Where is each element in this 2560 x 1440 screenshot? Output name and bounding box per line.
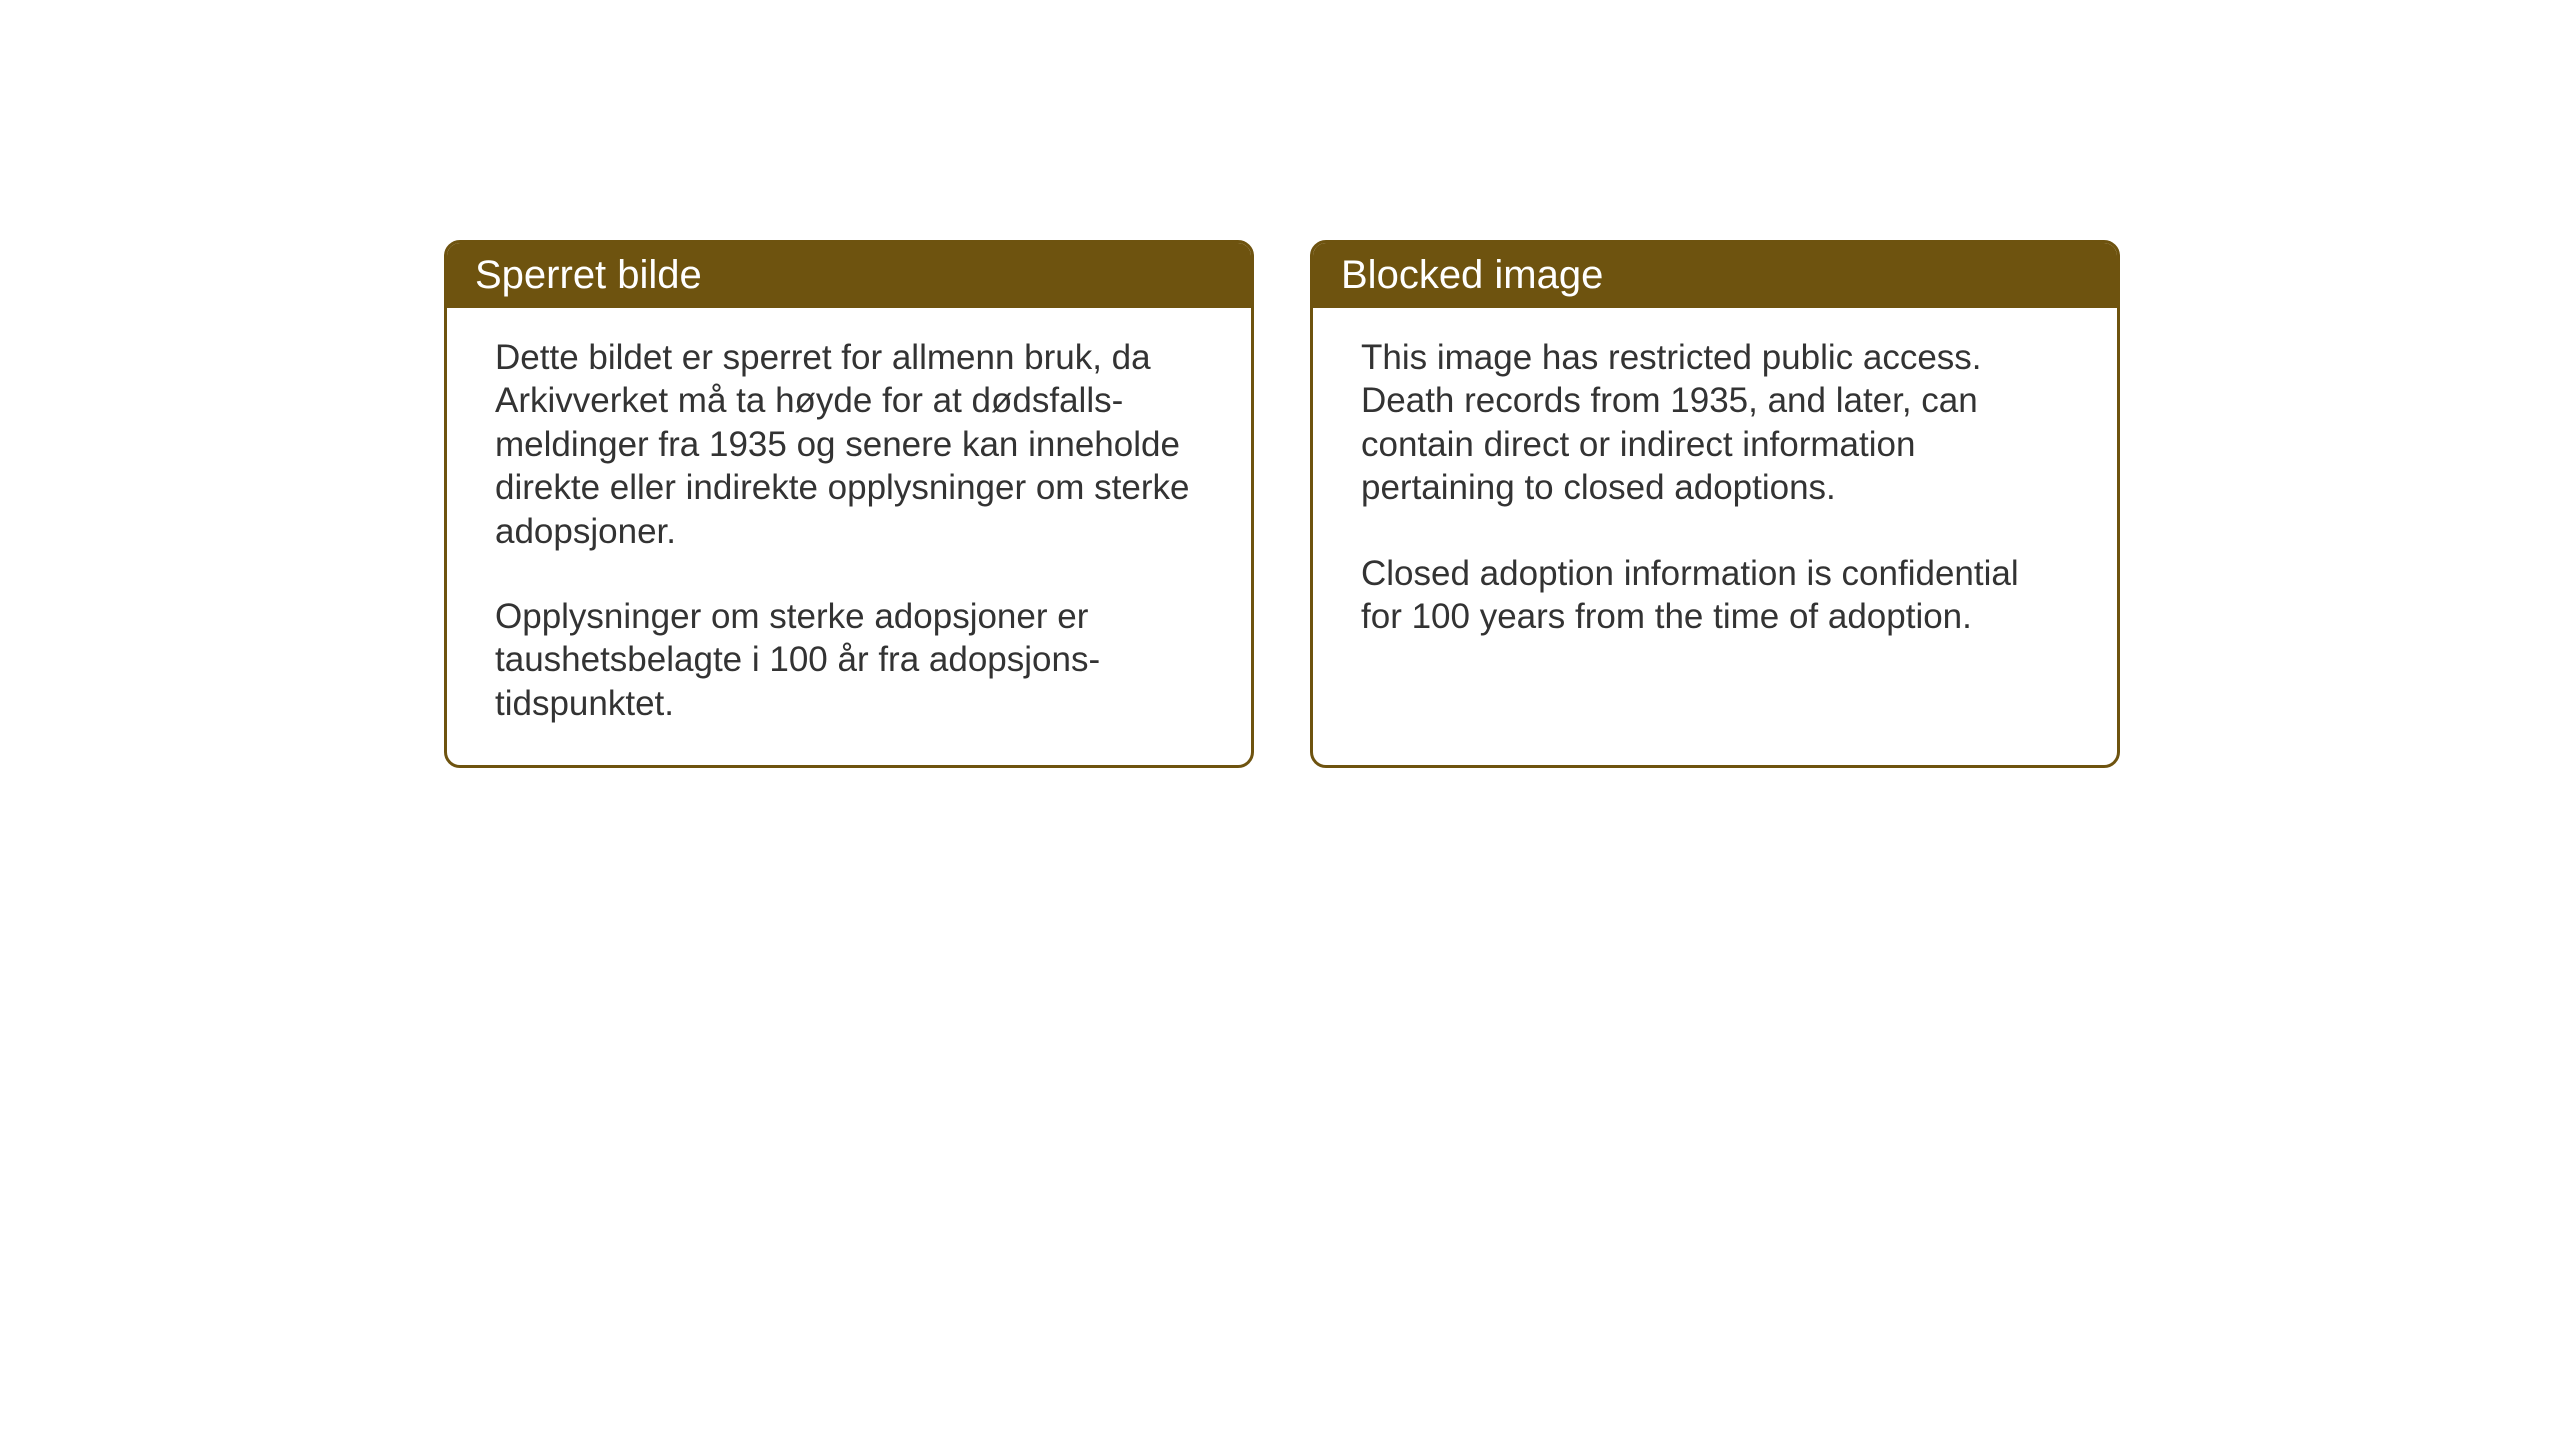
- notice-paragraph-1-norwegian: Dette bildet er sperret for allmenn bruk…: [495, 336, 1203, 553]
- notice-container: Sperret bilde Dette bildet er sperret fo…: [444, 240, 2120, 768]
- notice-paragraph-1-english: This image has restricted public access.…: [1361, 336, 2069, 510]
- notice-title-norwegian: Sperret bilde: [475, 253, 702, 297]
- notice-paragraph-2-english: Closed adoption information is confident…: [1361, 552, 2069, 639]
- notice-title-english: Blocked image: [1341, 253, 1603, 297]
- notice-body-english: This image has restricted public access.…: [1313, 308, 2117, 678]
- notice-header-english: Blocked image: [1313, 243, 2117, 308]
- notice-box-norwegian: Sperret bilde Dette bildet er sperret fo…: [444, 240, 1254, 768]
- notice-paragraph-2-norwegian: Opplysninger om sterke adopsjoner er tau…: [495, 595, 1203, 725]
- notice-box-english: Blocked image This image has restricted …: [1310, 240, 2120, 768]
- notice-header-norwegian: Sperret bilde: [447, 243, 1251, 308]
- notice-body-norwegian: Dette bildet er sperret for allmenn bruk…: [447, 308, 1251, 765]
